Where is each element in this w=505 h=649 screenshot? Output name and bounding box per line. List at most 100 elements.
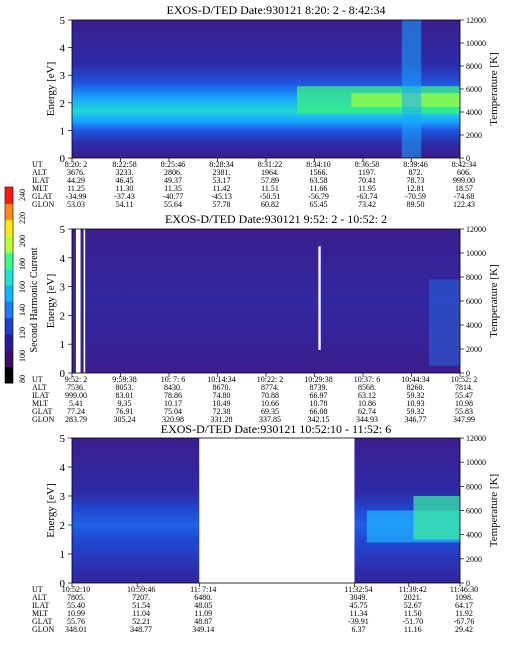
orbit-table-cell: -39.91 — [348, 617, 369, 626]
y2-tick-label: 10000 — [466, 39, 486, 48]
orbit-table-cell: -67.76 — [454, 617, 475, 626]
colorbar-swatch — [5, 236, 13, 253]
orbit-table-cell: 10:14:34 — [207, 375, 235, 384]
orbit-table-cell: 10:44:34 — [401, 375, 429, 384]
orbit-table-cell: 55.47 — [455, 391, 473, 400]
orbit-table-cell: 305.24 — [114, 415, 136, 424]
orbit-row-label: ALT — [32, 593, 47, 602]
orbit-table-cell: 53.17 — [213, 176, 231, 185]
orbit-table-cell: 6480. — [194, 593, 212, 602]
y2-tick-label: 8000 — [466, 62, 482, 71]
orbit-table-cell: 8:34:10 — [306, 160, 330, 169]
orbit-table-cell: 11:39:42 — [399, 585, 427, 594]
orbit-table-cell: 53.03 — [67, 200, 85, 209]
y-tick-label: 1 — [60, 125, 66, 137]
y-tick-label: 2 — [60, 520, 66, 532]
y-tick-label: 5 — [60, 224, 66, 236]
orbit-row-label: ALT — [32, 383, 47, 392]
spectrogram-field — [72, 438, 200, 583]
orbit-table-cell: 283.79 — [65, 415, 87, 424]
orbit-table-cell: 10.98 — [455, 399, 473, 408]
orbit-table-cell: 1197. — [358, 168, 376, 177]
orbit-table-cell: 70.88 — [261, 391, 279, 400]
orbit-table-cell: -50.51 — [260, 192, 281, 201]
orbit-table-cell: 10.93 — [407, 399, 425, 408]
orbit-table-cell: 11.09 — [194, 609, 212, 618]
orbit-table-cell: -56.79 — [308, 192, 329, 201]
orbit-table-cell: 44.29 — [67, 176, 85, 185]
orbit-table-cell: 63.58 — [310, 176, 328, 185]
orbit-table-cell: 66.08 — [310, 407, 328, 416]
orbit-table-cell: 349.14 — [192, 625, 214, 634]
orbit-table-cell: 76.91 — [116, 407, 134, 416]
orbit-table-cell: 62.74 — [358, 407, 376, 416]
orbit-table-cell: 11.51 — [261, 184, 279, 193]
orbit-table-cell: 5.41 — [69, 399, 83, 408]
colorbar-swatch — [5, 317, 13, 335]
orbit-table-cell: 1964. — [261, 168, 279, 177]
orbit-table-cell: -45.13 — [211, 192, 232, 201]
panel-title: EXOS-D/TED Date:930121 9:52: 2 - 10:52: … — [165, 212, 387, 226]
orbit-table-cell: 999.00 — [65, 391, 87, 400]
orbit-table-cell: 8:39:46 — [403, 160, 427, 169]
orbit-table-cell: 29.42 — [455, 625, 473, 634]
spectrogram-patch — [428, 279, 460, 366]
orbit-row-label: ILAT — [32, 391, 49, 400]
orbit-table-cell: 10:29:38 — [304, 375, 332, 384]
orbit-table-cell: 3676. — [67, 168, 85, 177]
orbit-table-cell: 11.35 — [164, 184, 182, 193]
data-gap-stripe — [75, 229, 81, 373]
orbit-table-cell: 342.15 — [308, 415, 330, 424]
y-axis-label: Energy [eV] — [45, 62, 57, 116]
orbit-table-cell: -40.77 — [163, 192, 184, 201]
orbit-table-cell: 10.78 — [310, 399, 328, 408]
orbit-table-cell: 1098. — [455, 593, 473, 602]
orbit-row-label: UT — [32, 160, 43, 169]
y2-axis-label: Temperature [K] — [488, 52, 500, 125]
orbit-table-cell: 11.66 — [310, 184, 328, 193]
orbit-table-cell: 10: 7: 6 — [161, 375, 185, 384]
y2-tick-label: 0 — [466, 369, 470, 378]
y-tick-label: 5 — [60, 433, 66, 445]
orbit-table-cell: 59.32 — [407, 407, 425, 416]
data-gap-stripe — [318, 246, 321, 350]
orbit-table-cell: 347.99 — [453, 415, 475, 424]
orbit-table-cell: 348.77 — [130, 625, 152, 634]
y2-tick-label: 2000 — [466, 555, 482, 564]
y-axis-label: Energy [eV] — [45, 274, 57, 328]
y2-tick-label: 6000 — [466, 507, 482, 516]
orbit-table-cell: 606. — [457, 168, 471, 177]
orbit-table-cell: 2806. — [164, 168, 182, 177]
colorbar-swatch — [5, 301, 13, 319]
orbit-table-cell: 9.35 — [118, 399, 132, 408]
orbit-table-cell: 12.81 — [407, 184, 425, 193]
orbit-table-cell: 331.28 — [211, 415, 233, 424]
orbit-table-cell: 57.89 — [261, 176, 279, 185]
orbit-table-cell: 11.34 — [350, 609, 368, 618]
y-tick-label: 3 — [60, 491, 66, 503]
y-tick-label: 1 — [60, 549, 66, 561]
orbit-table-cell: 8739. — [310, 383, 328, 392]
y2-tick-label: 8000 — [466, 482, 482, 491]
colorbar-swatch — [5, 366, 13, 384]
y-tick-label: 4 — [60, 253, 66, 265]
orbit-table-cell: 7814. — [455, 383, 473, 392]
spectrogram-field — [72, 229, 460, 373]
orbit-table-cell: 11.16 — [404, 625, 422, 634]
orbit-table-cell: 49.37 — [164, 176, 182, 185]
y-tick-label: 3 — [60, 70, 66, 82]
orbit-table-cell: 11.95 — [358, 184, 376, 193]
orbit-table-cell: 11.25 — [67, 184, 85, 193]
orbit-table-cell: 69.35 — [261, 407, 279, 416]
orbit-table-cell: 77.24 — [67, 407, 85, 416]
y2-tick-label: 8000 — [466, 273, 482, 282]
y-tick-label: 1 — [60, 339, 66, 351]
colorbar-label: Second Harmonic Current — [29, 247, 40, 352]
orbit-table-cell: 11.04 — [132, 609, 150, 618]
orbit-table-cell: 9:52: 2 — [65, 375, 87, 384]
orbit-table-cell: 51.54 — [132, 601, 150, 610]
orbit-table-cell: 72.38 — [213, 407, 231, 416]
colorbar-swatch — [5, 334, 13, 351]
orbit-table-cell: 66.97 — [310, 391, 328, 400]
orbit-table-cell: 8260. — [407, 383, 425, 392]
